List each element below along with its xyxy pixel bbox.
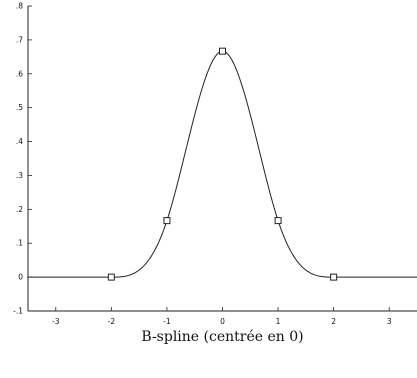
x-tick-labels: -3 -2 -1 0 1 2 3 xyxy=(52,317,392,326)
data-marker xyxy=(330,273,338,281)
y-tick-label: .6 xyxy=(16,69,23,78)
y-tick-label: -.1 xyxy=(13,307,23,316)
knot-markers xyxy=(107,47,338,281)
tick-marks xyxy=(28,5,390,312)
y-tick-label: 0 xyxy=(18,273,23,282)
x-tick-label: 3 xyxy=(387,317,392,326)
data-marker xyxy=(274,217,282,225)
data-marker xyxy=(219,47,226,55)
y-tick-label: .5 xyxy=(16,103,23,112)
series-line xyxy=(28,50,417,278)
data-marker xyxy=(107,273,115,281)
x-tick-label: 2 xyxy=(331,317,336,326)
y-tick-label: .7 xyxy=(16,35,23,44)
y-tick-label: .4 xyxy=(16,137,23,146)
y-tick-label: .2 xyxy=(16,205,23,214)
x-tick-label: -2 xyxy=(108,317,116,326)
x-tick-label: -1 xyxy=(163,317,171,326)
y-tick-labels: -.1 0 .1 .2 .3 .4 .5 .6 .7 .8 xyxy=(13,2,23,316)
data-marker xyxy=(163,217,171,225)
x-tick-label: 0 xyxy=(220,317,225,326)
x-tick-label: 1 xyxy=(276,317,281,326)
x-tick-label: -3 xyxy=(52,317,60,326)
y-tick-label: .3 xyxy=(16,171,23,180)
x-axis-label: B-spline (centrée en 0) xyxy=(141,329,303,345)
y-tick-label: .8 xyxy=(16,2,23,11)
y-tick-label: .1 xyxy=(16,239,23,248)
